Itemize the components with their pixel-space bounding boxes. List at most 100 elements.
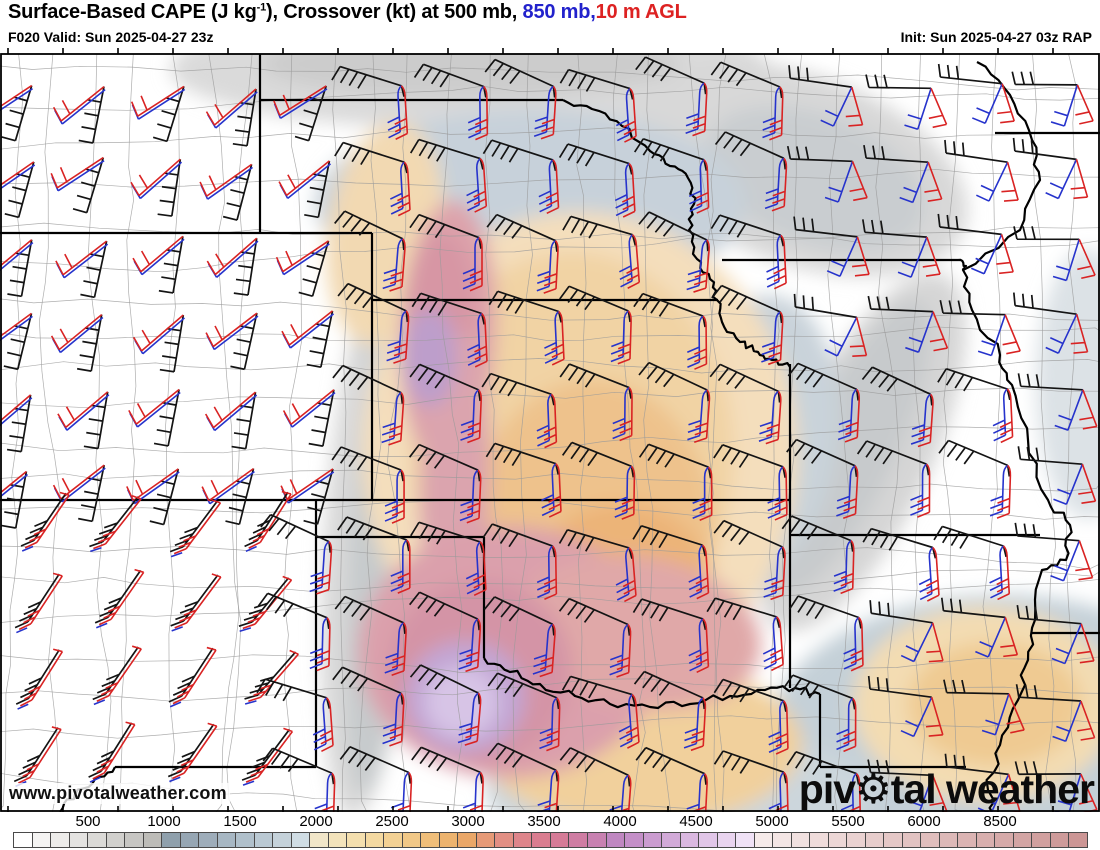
colorbar-tick-label: 8500 (983, 813, 1017, 830)
wind-barb-station (944, 753, 1021, 812)
page-title: Surface-Based CAPE (J kg-1), Crossover (… (8, 1, 687, 24)
colorbar-tick-label: 1500 (223, 813, 257, 830)
weather-map[interactable]: www.pivotalweather.com piv⚙tal weather (0, 48, 1100, 812)
wind-barb-station (260, 513, 333, 595)
wind-barb-station (257, 592, 331, 672)
wind-barb-station (788, 595, 864, 672)
wind-barb-station (169, 499, 222, 558)
colorbar-cell (217, 832, 237, 848)
wind-barb-station (793, 216, 870, 278)
wind-barb-station (1017, 446, 1097, 505)
wind-barb-station (483, 596, 556, 678)
colorbar-cell (310, 832, 329, 848)
colorbar-cell (828, 832, 848, 848)
wind-barb-station (714, 131, 788, 212)
wind-barb-station (713, 444, 788, 521)
wind-barb-station (635, 56, 708, 137)
logo-text-pre: piv (798, 766, 856, 812)
wind-barb-station (55, 240, 109, 299)
colorbar-cell (69, 832, 89, 848)
colorbar-cell (587, 832, 607, 848)
colorbar-cell (199, 832, 218, 848)
colorbar-tick-label: 1000 (147, 813, 181, 830)
colorbar-tick-label: 4500 (679, 813, 713, 830)
wind-barb-station (409, 664, 482, 746)
wind-barb-station (278, 160, 332, 219)
colorbar-cell (1069, 832, 1088, 848)
wind-barb-station (713, 519, 786, 601)
wind-barb-station (632, 524, 710, 600)
colorbar-cell (1013, 832, 1033, 848)
wind-barb-station (408, 443, 482, 524)
wind-barb-station (1013, 226, 1096, 282)
wind-barb-station (52, 85, 106, 144)
wind-barb-station (413, 63, 489, 141)
wind-barb-station (337, 282, 410, 364)
gear-icon: ⚙ (855, 766, 892, 812)
colorbar-tick-label: 2500 (375, 813, 409, 830)
wind-barb-station (933, 525, 1011, 601)
brand-logo: piv⚙tal weather (798, 766, 1095, 812)
title-exponent: -1 (256, 1, 267, 14)
wind-barb-station (558, 528, 637, 603)
colorbar-cell (347, 832, 366, 848)
colorbar-cell (662, 832, 681, 848)
wind-barb-station (481, 372, 558, 449)
wind-barb-station (939, 300, 1021, 357)
title-parameter: Surface-Based CAPE (J kg (8, 1, 257, 23)
river-state-borders (59, 61, 1073, 812)
wind-barb-station (88, 721, 136, 783)
colorbar-cell (32, 832, 52, 848)
colorbar-cell (143, 832, 163, 848)
colorbar-cell (625, 832, 644, 848)
wind-barb-station (944, 139, 1019, 202)
title-bar: Surface-Based CAPE (J kg-1), Crossover (… (0, 0, 1100, 54)
wind-barb-station (409, 138, 488, 213)
colorbar-cell (680, 832, 700, 848)
colorbar-cell (754, 832, 774, 848)
wind-barb-station (332, 364, 405, 446)
wind-barb-station (484, 58, 557, 140)
colorbar-cell (791, 832, 811, 848)
wind-barb-station (1014, 522, 1094, 582)
wind-barb-station (331, 446, 405, 524)
map-canvas[interactable] (0, 48, 1100, 812)
wind-barb-station (867, 295, 949, 353)
wind-barb-station (787, 362, 861, 443)
wind-barb-station (706, 597, 784, 672)
colorbar-cell (495, 832, 514, 848)
colorbar-cell (458, 832, 477, 848)
colorbar-cell (125, 832, 144, 848)
wind-barb-station (487, 672, 561, 752)
wind-barb-station (869, 600, 944, 663)
wind-barb-station (201, 467, 255, 526)
colorbar-cell (532, 832, 551, 848)
colorbar-tick-labels: 500 1000 1500 2000 2500 3000 3500 4000 4500 5000 5… (0, 812, 1100, 832)
wind-barb-station (411, 292, 488, 368)
wind-barb-station (786, 145, 868, 203)
wind-barb-station (633, 670, 707, 752)
wind-barb-station (332, 666, 405, 747)
wind-barb-station (204, 391, 258, 450)
colorbar-cell (569, 832, 588, 848)
wind-barb-station (559, 363, 633, 442)
wind-barb-station (485, 442, 562, 518)
colorbar-cell (1032, 832, 1051, 848)
wind-barb-station (205, 88, 258, 147)
wind-barb-station (940, 597, 1019, 658)
wind-barb-station (334, 210, 406, 292)
wind-barb-station (409, 591, 482, 673)
colorbar-cell (291, 832, 311, 848)
colorbar-cell (439, 832, 459, 848)
wind-barb-station (937, 213, 1014, 275)
wind-barb-station (710, 61, 784, 141)
colorbar-cell (513, 832, 533, 848)
wind-barb-station (411, 746, 484, 812)
colorbar (13, 832, 1088, 848)
wind-barb-station (786, 438, 859, 519)
colorbar-cell (162, 832, 181, 848)
wind-barb-station (788, 65, 864, 127)
colorbar-cell (550, 832, 570, 848)
colorbar-tick-label: 500 (75, 813, 101, 830)
